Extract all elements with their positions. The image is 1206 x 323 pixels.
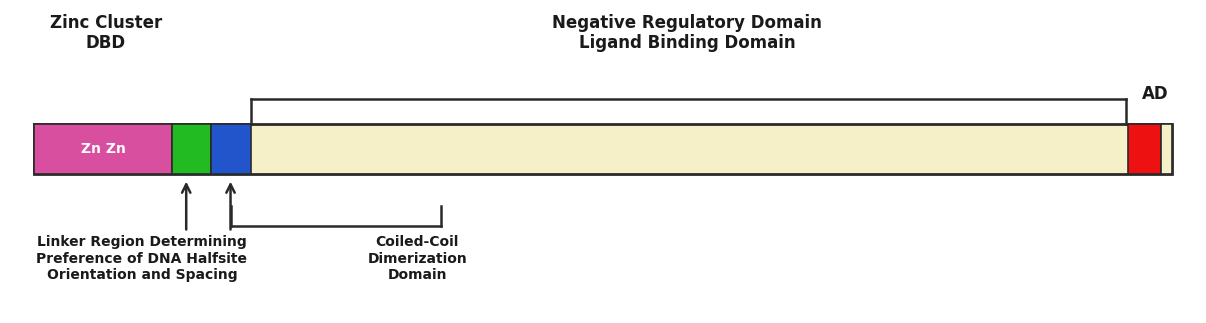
Text: Negative Regulatory Domain
Ligand Binding Domain: Negative Regulatory Domain Ligand Bindin… (552, 14, 821, 52)
Bar (34, 124, 171, 174)
Bar (211, 124, 251, 174)
Bar (34, 124, 1172, 174)
Bar (1161, 124, 1172, 174)
Text: AD: AD (1142, 85, 1169, 103)
Bar (171, 124, 211, 174)
Text: Zinc Cluster
DBD: Zinc Cluster DBD (49, 14, 162, 52)
Text: Zn Zn: Zn Zn (81, 142, 125, 156)
Bar (1128, 124, 1161, 174)
Text: Coiled-Coil
Dimerization
Domain: Coiled-Coil Dimerization Domain (368, 235, 467, 282)
Text: Linker Region Determining
Preference of DNA Halfsite
Orientation and Spacing: Linker Region Determining Preference of … (36, 235, 247, 282)
